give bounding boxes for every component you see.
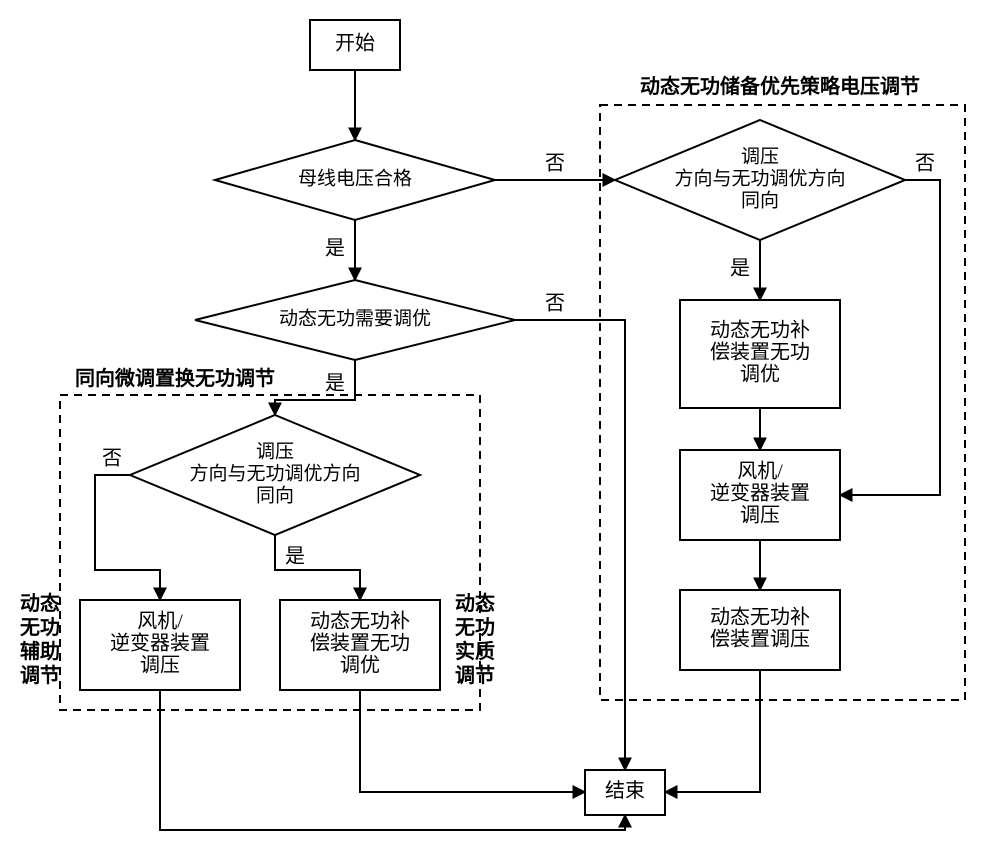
node-text: 逆变器装置 (110, 632, 210, 655)
node-text: 偿装置调压 (710, 628, 810, 651)
edge-label: 是 (285, 546, 305, 568)
node-text: 风机/ (137, 610, 183, 633)
edge-label: 否 (545, 153, 565, 175)
node-text: 风机/ (737, 460, 783, 483)
node-text: 动态无功补 (710, 606, 810, 629)
node-text: 动态无功补 (310, 610, 410, 633)
region-title: 同向微调置换无功调节 (75, 366, 275, 390)
node-text: 调压 (740, 504, 780, 527)
node-text: 结束 (605, 779, 645, 802)
node-text: 偿装置无功 (310, 632, 410, 655)
node-text: 同向 (741, 189, 779, 211)
side-label: 调节 (20, 663, 60, 687)
node-text: 调压 (140, 654, 180, 677)
edge-label: 是 (730, 258, 750, 280)
node-text: 调压 (741, 145, 779, 167)
node-text: 同向 (256, 484, 294, 506)
side-label: 实质 (455, 639, 495, 663)
side-label: 动态 (20, 591, 60, 615)
edge-label: 是 (325, 238, 345, 260)
node-text: 母线电压合格 (298, 167, 412, 189)
edge-label: 否 (545, 293, 565, 315)
node-text: 方向与无功调优方向 (674, 167, 845, 189)
edge-label: 否 (915, 153, 935, 175)
side-label: 无功 (455, 616, 495, 639)
node-text: 调优 (340, 654, 380, 677)
node-text: 动态无功需要调优 (279, 307, 431, 329)
node-text: 调优 (740, 363, 780, 386)
node-text: 逆变器装置 (710, 482, 810, 505)
edge-label: 否 (102, 448, 122, 470)
edge-label: 是 (325, 373, 345, 395)
region-title: 动态无功储备优先策略电压调节 (640, 74, 920, 98)
node-text: 偿装置无功 (710, 341, 810, 364)
node-text: 动态无功补 (710, 319, 810, 342)
side-label: 辅助 (20, 639, 60, 663)
node-text: 开始 (335, 32, 375, 55)
node-text: 方向与无功调优方向 (189, 462, 360, 484)
side-label: 调节 (455, 663, 495, 687)
side-label: 无功 (20, 616, 60, 639)
side-label: 动态 (455, 591, 495, 615)
node-text: 调压 (256, 440, 294, 462)
